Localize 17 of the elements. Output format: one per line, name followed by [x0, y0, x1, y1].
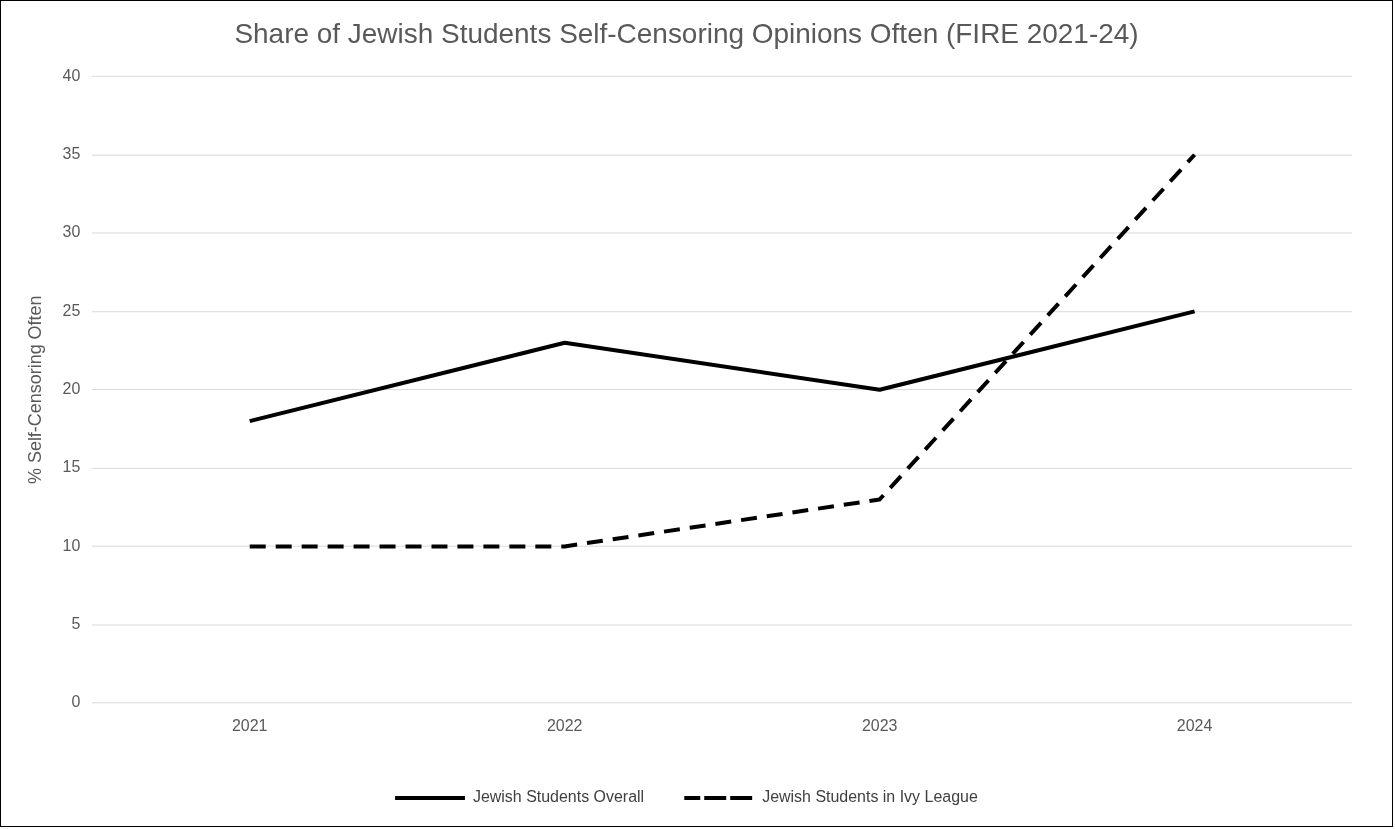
y-tick-label: 5	[71, 615, 81, 633]
y-tick-label: 35	[62, 145, 81, 163]
legend-label: Jewish Students in Ivy League	[762, 788, 978, 806]
y-tick-label: 10	[62, 536, 81, 554]
y-tick-label: 15	[62, 458, 81, 476]
y-tick-label: 40	[62, 66, 81, 84]
y-axis-title: % Self-Censoring Often	[24, 295, 45, 485]
x-tick-label: 2024	[1176, 717, 1213, 735]
y-tick-label: 30	[62, 223, 81, 241]
x-tick-label: 2023	[861, 717, 898, 735]
legend-label: Jewish Students Overall	[472, 788, 645, 806]
chart-title: Share of Jewish Students Self-Censoring Opinions Often (FIRE 2021-24)	[234, 18, 1139, 50]
y-tick-label: 20	[62, 380, 81, 398]
x-tick-label: 2021	[231, 717, 268, 735]
x-tick-label: 2022	[546, 717, 583, 735]
y-tick-label: 0	[71, 693, 81, 711]
y-tick-label: 25	[62, 301, 81, 319]
